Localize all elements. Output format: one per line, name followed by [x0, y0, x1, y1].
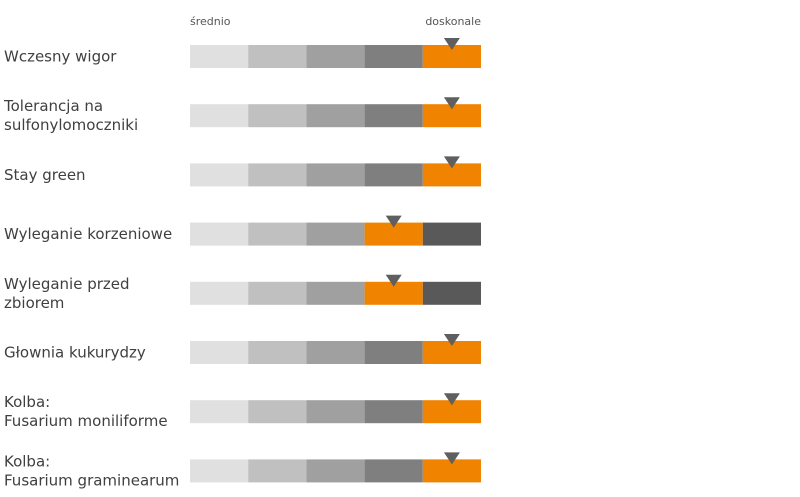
- rating-segment: [364, 459, 423, 483]
- rating-marker: [443, 156, 460, 169]
- rating-segment: [364, 45, 423, 68]
- row-label: Stay green: [4, 166, 86, 184]
- rating-marker: [443, 452, 460, 465]
- row-label: Głownia kukurydzy: [4, 344, 146, 362]
- rating-segment-selected: [422, 459, 481, 483]
- rating-segment: [306, 45, 365, 68]
- rating-segment: [422, 281, 481, 305]
- rating-segment: [364, 341, 423, 364]
- rating-segment: [248, 281, 307, 305]
- rating-segment: [190, 222, 249, 246]
- rating-segment: [248, 400, 307, 424]
- rating-rows: Wczesny wigor Tolerancja na sulfonylomoczn…: [3, 38, 481, 489]
- rating-segment: [248, 341, 307, 364]
- scale-max-label: doskonale: [425, 15, 481, 28]
- rating-segment: [248, 222, 307, 246]
- rating-segment: [306, 281, 365, 305]
- row-label-line: Stay green: [4, 166, 86, 184]
- rating-segment-selected: [422, 163, 481, 187]
- row-label: Wyleganie korzeniowe: [4, 225, 172, 243]
- rating-segment: [190, 459, 249, 483]
- rating-segment: [306, 400, 365, 424]
- rating-segment: [364, 104, 423, 128]
- rating-marker: [443, 38, 460, 50]
- rating-segment: [190, 341, 249, 364]
- rating-marker: [385, 274, 402, 287]
- rating-segment: [190, 104, 249, 128]
- row-label: Wyleganie przed zbiorem: [4, 275, 130, 312]
- rating-marker: [443, 97, 460, 110]
- row-label-line: Wyleganie przed: [4, 275, 130, 293]
- row-label: Wczesny wigor: [4, 48, 117, 66]
- row-label-line: Kolba:: [4, 452, 50, 470]
- row-label-line: zbiorem: [4, 294, 64, 312]
- row-label: Tolerancja na sulfonylomoczniki: [3, 97, 138, 134]
- rating-segment-selected: [364, 222, 423, 246]
- scale-min-label: średnio: [190, 15, 231, 28]
- row-label-line: Kolba:: [4, 393, 50, 411]
- row-label-line: Wyleganie korzeniowe: [4, 225, 172, 243]
- rating-segment: [248, 104, 307, 128]
- rating-marker: [443, 393, 460, 406]
- rating-segment: [190, 45, 249, 68]
- rating-segment-selected: [364, 281, 423, 305]
- row-label: Kolba: Fusarium moniliforme: [4, 393, 168, 430]
- row-label-line: Fusarium graminearum: [4, 471, 179, 489]
- rating-segment: [248, 45, 307, 68]
- rating-segment: [422, 222, 481, 246]
- row-label: Kolba: Fusarium graminearum: [4, 452, 179, 489]
- rating-segment: [306, 104, 365, 128]
- rating-segment: [306, 163, 365, 187]
- rating-segment-selected: [422, 400, 481, 424]
- rating-segment-selected: [422, 104, 481, 128]
- rating-segment: [190, 163, 249, 187]
- row-label-line: Tolerancja na: [3, 97, 103, 115]
- row-label-line: Fusarium moniliforme: [4, 412, 168, 430]
- rating-segment-selected: [422, 45, 481, 68]
- rating-segment: [306, 222, 365, 246]
- rating-marker: [443, 334, 460, 346]
- rating-segment: [364, 163, 423, 187]
- rating-segment: [190, 400, 249, 424]
- row-label-line: Głownia kukurydzy: [4, 344, 146, 362]
- rating-segment: [306, 459, 365, 483]
- rating-marker: [385, 215, 402, 228]
- rating-segment: [190, 281, 249, 305]
- rating-segment: [306, 341, 365, 364]
- rating-segment: [248, 459, 307, 483]
- rating-segment: [364, 400, 423, 424]
- row-label-line: Wczesny wigor: [4, 48, 117, 66]
- rating-segment-selected: [422, 341, 481, 364]
- row-label-line: sulfonylomoczniki: [4, 116, 138, 134]
- rating-segment: [248, 163, 307, 187]
